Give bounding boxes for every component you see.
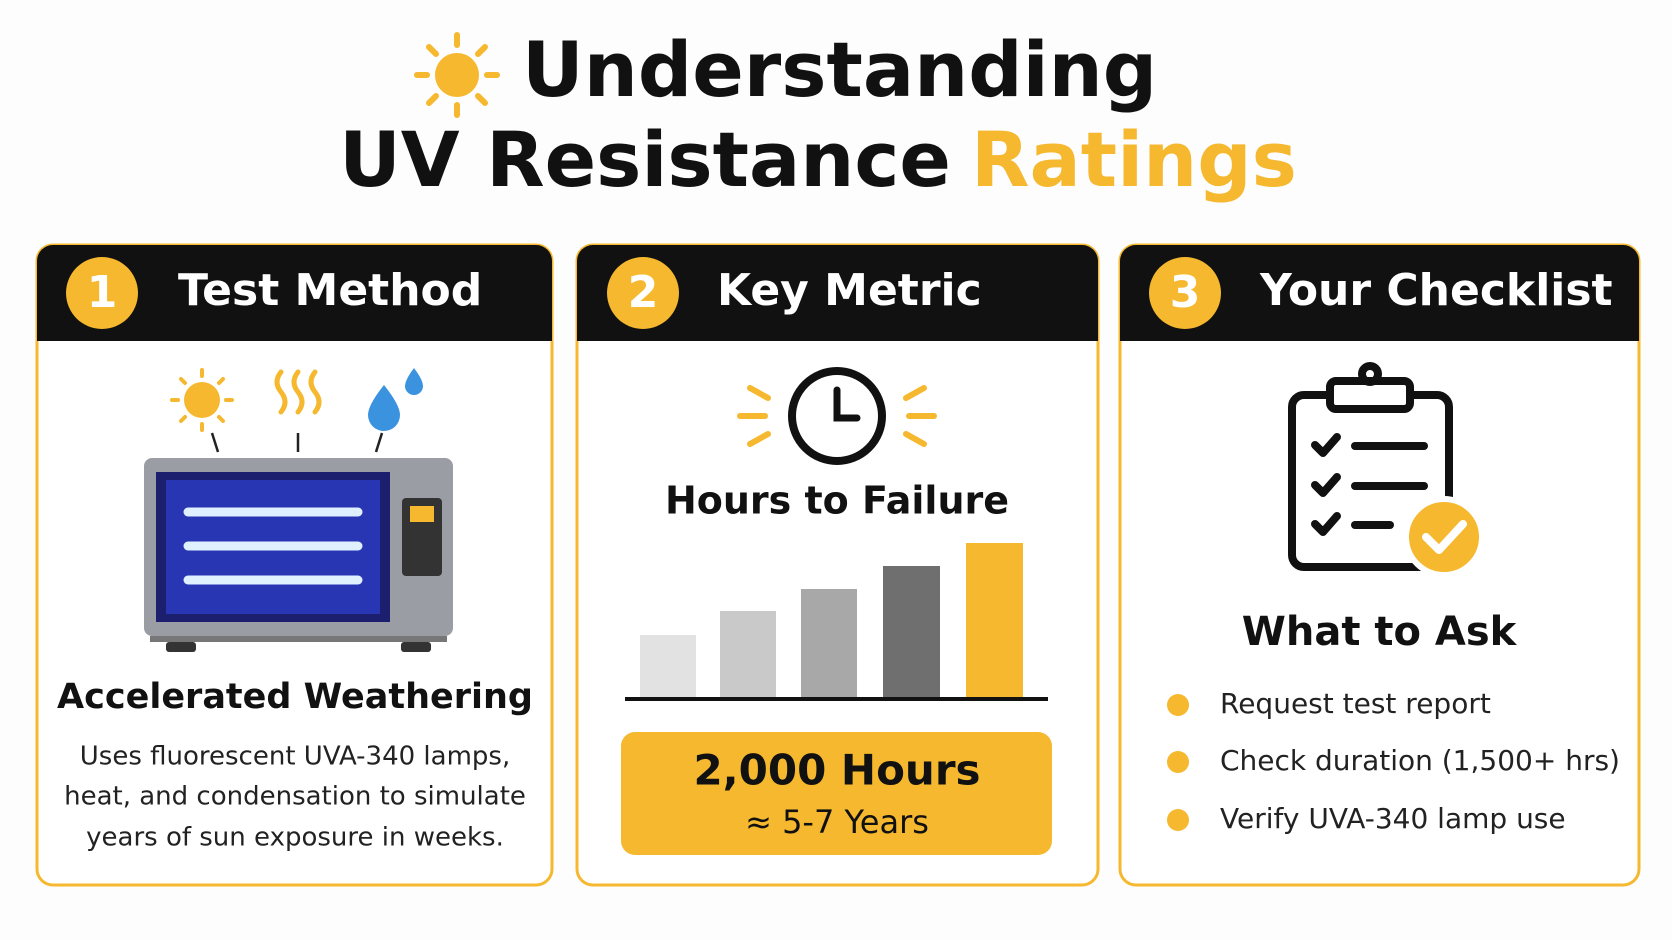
card-1: 1 Test Method Accelerated Weathering Use… xyxy=(35,243,554,887)
checklist-item: Check duration (1,500+ hrs) xyxy=(1220,744,1620,777)
clock-icon xyxy=(737,367,937,465)
card-subtitle: What to Ask xyxy=(1242,609,1518,655)
title-sun-icon xyxy=(414,32,500,118)
title-line2: UV Resistance Ratings xyxy=(339,115,1297,204)
highlight-value: 2,000 Hours xyxy=(693,746,980,795)
title-part1: UV Resistance xyxy=(339,115,951,204)
card-subtitle: Hours to Failure xyxy=(665,479,1009,523)
description-line: Uses fluorescent UVA-340 lamps, xyxy=(80,742,510,772)
description-line: years of sun exposure in weeks. xyxy=(86,823,504,853)
weathering-machine-icon xyxy=(144,458,453,652)
highlight-box xyxy=(621,732,1052,855)
highlight-sub: ≈ 5-7 Years xyxy=(745,803,929,841)
weather-icons xyxy=(170,368,423,453)
bullet xyxy=(1167,809,1189,831)
card-3: 3 Your Checklist What to Ask Request tes… xyxy=(1118,243,1641,887)
description-line: heat, and condensation to simulate xyxy=(64,782,526,812)
card-number: 1 xyxy=(87,267,118,318)
bar-illustration xyxy=(625,543,1048,701)
title-line1: Understanding xyxy=(522,25,1157,114)
card-title: Your Checklist xyxy=(1259,265,1613,316)
card-title: Key Metric xyxy=(717,265,982,316)
card-number: 3 xyxy=(1170,267,1201,318)
clipboard-icon xyxy=(1288,362,1485,578)
card-subtitle: Accelerated Weathering xyxy=(57,677,533,717)
checklist-item: Verify UVA-340 lamp use xyxy=(1220,802,1566,835)
title-part2: Ratings xyxy=(971,115,1297,204)
bullet xyxy=(1167,694,1189,716)
card-title: Test Method xyxy=(178,265,482,316)
checklist-item: Request test report xyxy=(1220,687,1491,720)
card-2: 2 Key Metric Hours to Failure 2,000 Hour… xyxy=(575,243,1100,887)
card-number: 2 xyxy=(628,267,659,318)
bullet xyxy=(1167,751,1189,773)
